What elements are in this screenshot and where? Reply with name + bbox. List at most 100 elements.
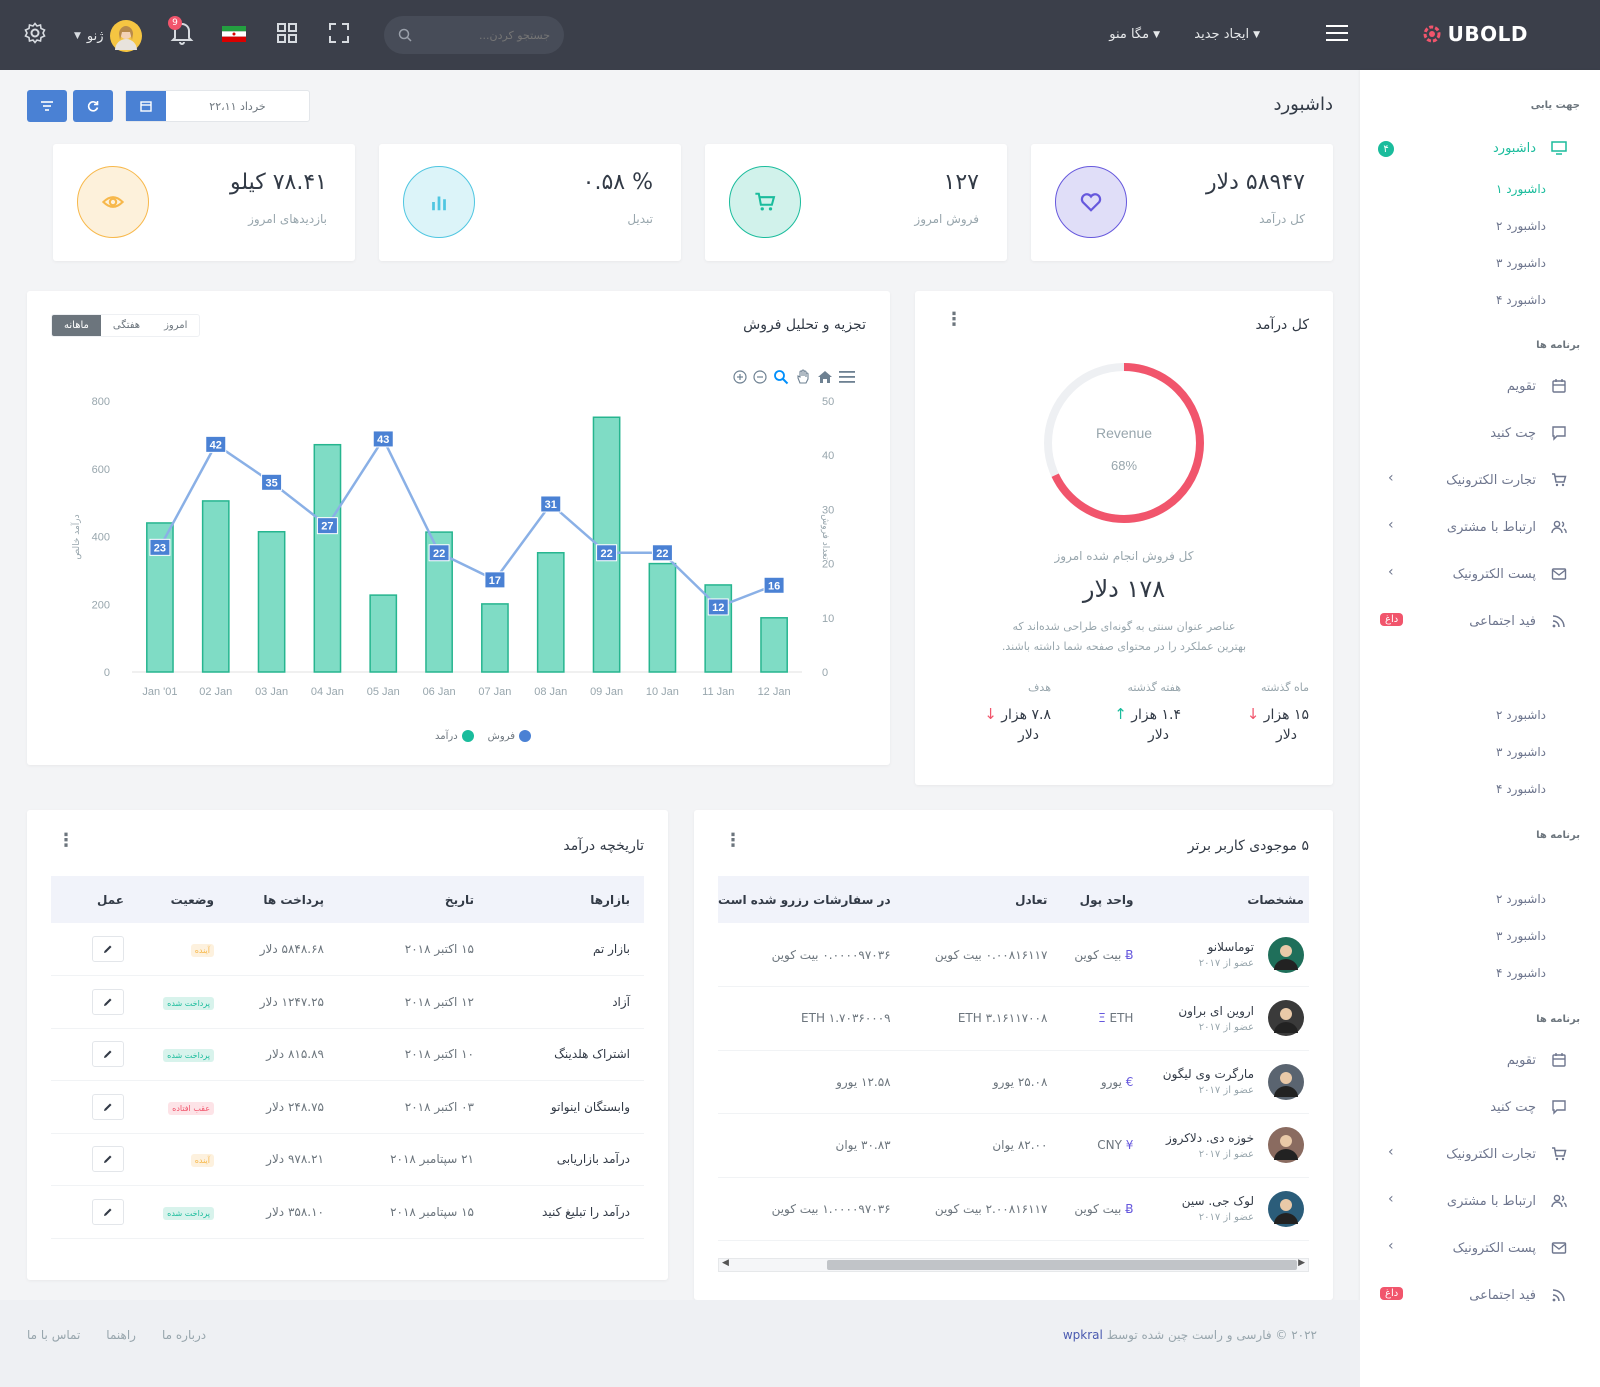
revenue-stat-label: هدف bbox=[1028, 681, 1051, 694]
stat-value: % ۰.۵۸ bbox=[582, 170, 653, 195]
calendar-button[interactable] bbox=[126, 91, 166, 121]
create-new-dropdown[interactable]: ایجاد جدید ▼ bbox=[1194, 27, 1260, 42]
search-box[interactable] bbox=[384, 16, 564, 54]
column-header: واحد پول bbox=[1079, 892, 1134, 907]
scrollbar-thumb[interactable] bbox=[827, 1260, 1297, 1270]
language-flag-button[interactable] bbox=[222, 26, 246, 46]
fullscreen-button[interactable] bbox=[328, 22, 350, 48]
scroll-left-icon[interactable]: ◀ bbox=[722, 1258, 729, 1268]
sidebar-item-dashboard[interactable]: داشبورد bbox=[1360, 136, 1600, 160]
scroll-right-icon[interactable]: ▶ bbox=[1298, 1258, 1305, 1268]
menu-icon[interactable] bbox=[839, 371, 855, 383]
chevron-left-icon[interactable]: ‹ bbox=[1388, 1144, 1394, 1160]
table-row: لوک جی. سین عضو از ۲۰۱۷ Ƀ بیت کوین ۲.۰۰۸۱۶۱… bbox=[718, 1177, 1309, 1241]
chevron-left-icon[interactable]: ‹ bbox=[1388, 1191, 1394, 1207]
sidebar-item-mail[interactable]: پست الکترونیک bbox=[1360, 1236, 1600, 1260]
sidebar-sub-dashboard-2[interactable]: داشبورد ۲ bbox=[1496, 219, 1546, 233]
stat-card: ۵۸۹۴۷ دلار کل درآمد bbox=[1031, 144, 1333, 261]
pencil-icon bbox=[104, 1208, 112, 1216]
sidebar-sub-dashboard-4[interactable]: داشبورد ۴ bbox=[1496, 966, 1546, 980]
reserved-cell: ۰.۰۰۰۰۹۷۰۳۶ بیت کوین bbox=[771, 947, 891, 962]
currency-cell: Ƀ بیت کوین bbox=[1047, 1177, 1133, 1241]
home-icon[interactable] bbox=[817, 370, 833, 384]
user-menu[interactable]: ▼ ژنو bbox=[74, 20, 142, 52]
sidebar-sub-dashboard-3[interactable]: داشبورد ۳ bbox=[1496, 256, 1546, 270]
date-range-picker[interactable]: خرداد ۲۲،۱۱ bbox=[125, 90, 310, 122]
author-link[interactable]: wpkral bbox=[1062, 1328, 1103, 1342]
sidebar-item-users[interactable]: ارتباط با مشتری bbox=[1360, 1189, 1600, 1213]
tab-monthly[interactable]: ماهانه bbox=[52, 315, 101, 336]
pan-hand-icon[interactable] bbox=[795, 369, 811, 385]
sidebar-item-mail[interactable]: پست الکترونیک bbox=[1360, 562, 1600, 586]
x-tick-label: 04 Jan bbox=[311, 686, 344, 698]
legend-item-sales[interactable]: فروش bbox=[488, 730, 532, 742]
sidebar-item-rss[interactable]: فید اجتماعی bbox=[1360, 609, 1600, 633]
zoom-in-icon[interactable] bbox=[733, 370, 747, 384]
filter-button[interactable] bbox=[27, 90, 67, 122]
sidebar-item-calendar[interactable]: تقویم bbox=[1360, 1048, 1600, 1072]
pencil-icon bbox=[104, 1155, 112, 1164]
mega-menu-dropdown[interactable]: مگا منو ▼ bbox=[1109, 27, 1160, 42]
sidebar-sub-dashboard-1[interactable]: داشبورد ۱ bbox=[1496, 182, 1546, 196]
sidebar-sub-dashboard-4[interactable]: داشبورد ۴ bbox=[1496, 293, 1546, 307]
card-menu-button[interactable]: ⋮ bbox=[945, 309, 963, 330]
footer-link-help[interactable]: راهنما bbox=[106, 1328, 136, 1342]
page-title: داشبورد bbox=[1273, 94, 1333, 115]
mail-icon bbox=[1551, 1242, 1567, 1254]
edit-button[interactable] bbox=[92, 1198, 124, 1225]
iran-flag-icon bbox=[222, 26, 246, 42]
legend-item-revenue[interactable]: درآمد bbox=[435, 730, 474, 742]
refresh-button[interactable] bbox=[73, 90, 113, 122]
edit-button[interactable] bbox=[92, 1041, 124, 1068]
sidebar-item-cart[interactable]: تجارت الکترونیک bbox=[1360, 1142, 1600, 1166]
bar bbox=[536, 552, 565, 673]
edit-button[interactable] bbox=[92, 1093, 124, 1120]
sidebar-nav-title: جهت یابی bbox=[1530, 100, 1580, 111]
edit-button[interactable] bbox=[92, 988, 124, 1015]
search-input[interactable] bbox=[412, 28, 550, 42]
footer-link-about[interactable]: درباره ما bbox=[161, 1328, 207, 1342]
edit-button[interactable] bbox=[92, 1146, 124, 1173]
footer-link-contact[interactable]: تماس با ما bbox=[27, 1328, 81, 1342]
menu-toggle-button[interactable] bbox=[1326, 24, 1348, 46]
sidebar-item-cart[interactable]: تجارت الکترونیک bbox=[1360, 468, 1600, 492]
card-title: تاریخچه درآمد bbox=[563, 838, 644, 854]
market-cell: بازار تم bbox=[592, 942, 630, 956]
y-right-tick-label: 20 bbox=[822, 559, 834, 571]
column-header: عمل bbox=[97, 892, 124, 907]
sidebar-item-chat[interactable]: چت کنید bbox=[1360, 421, 1600, 445]
sidebar-apps-title: برنامه ها bbox=[1536, 830, 1580, 841]
sidebar-sub-dashboard-4[interactable]: داشبورد ۴ bbox=[1496, 782, 1546, 796]
notifications-button[interactable]: 9 bbox=[168, 16, 194, 50]
y-left-axis-title: درآمد خالص bbox=[70, 514, 82, 559]
edit-button[interactable] bbox=[92, 936, 124, 962]
sidebar-sub-dashboard-3[interactable]: داشبورد ۳ bbox=[1496, 929, 1546, 943]
reserved-cell: ۱۲.۵۸ یورو bbox=[836, 1074, 891, 1089]
avatar bbox=[1268, 1190, 1304, 1227]
chevron-left-icon[interactable]: ‹ bbox=[1388, 1238, 1394, 1254]
sidebar-sub-dashboard-2[interactable]: داشبورد ۲ bbox=[1496, 708, 1546, 722]
card-menu-button[interactable]: ⋮ bbox=[724, 830, 742, 851]
chevron-left-icon[interactable]: ‹ bbox=[1388, 470, 1394, 486]
settings-button[interactable] bbox=[24, 22, 46, 48]
y-left-tick-label: 200 bbox=[92, 599, 110, 611]
sidebar-sub-dashboard-2[interactable]: داشبورد ۲ bbox=[1496, 892, 1546, 906]
chevron-left-icon[interactable]: ‹ bbox=[1388, 564, 1394, 580]
tab-weekly[interactable]: هفتگی bbox=[112, 320, 141, 331]
zoom-out-icon[interactable] bbox=[753, 370, 767, 384]
sidebar-item-chat[interactable]: چت کنید bbox=[1360, 1095, 1600, 1119]
sidebar-item-calendar[interactable]: تقویم bbox=[1360, 374, 1600, 398]
card-menu-button[interactable]: ⋮ bbox=[57, 830, 75, 851]
horizontal-scrollbar[interactable]: ◀ ▶ bbox=[718, 1258, 1309, 1272]
brand-logo[interactable]: UBOLD bbox=[1422, 22, 1528, 46]
sidebar-item-users[interactable]: ارتباط با مشتری bbox=[1360, 515, 1600, 539]
table-header-row: مشخصات واحد پول تعادل در سفارشات رزرو شد… bbox=[718, 876, 1309, 923]
sidebar-sub-dashboard-3[interactable]: داشبورد ۳ bbox=[1496, 745, 1546, 759]
zoom-selection-icon[interactable] bbox=[773, 369, 789, 385]
tab-today[interactable]: امروز bbox=[164, 320, 188, 331]
chevron-left-icon[interactable]: ‹ bbox=[1388, 517, 1394, 533]
apps-grid-button[interactable] bbox=[276, 22, 298, 48]
sidebar-item-rss[interactable]: فید اجتماعی bbox=[1360, 1283, 1600, 1307]
hamburger-icon bbox=[1326, 25, 1348, 41]
sidebar-item-label: تجارت الکترونیک bbox=[1446, 472, 1536, 488]
